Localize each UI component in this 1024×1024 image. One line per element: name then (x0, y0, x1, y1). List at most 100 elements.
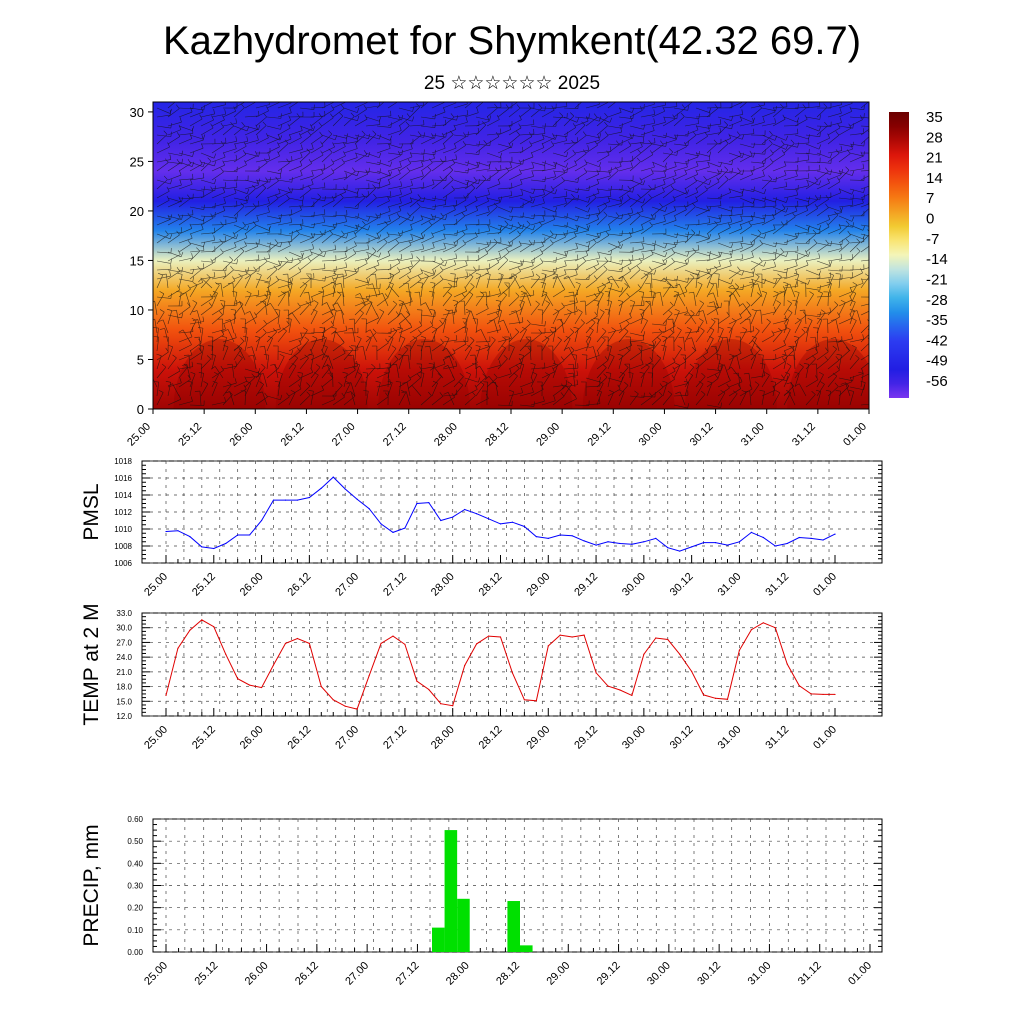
wind-barb (196, 310, 202, 325)
wind-barb (584, 301, 587, 316)
wind-barb (574, 260, 587, 271)
wind-barb (442, 352, 456, 361)
wind-barb-flag (552, 362, 558, 366)
wind-barb (684, 134, 697, 145)
wind-barb-flag (540, 258, 544, 263)
wind-barb (308, 292, 312, 307)
wind-barb (761, 143, 773, 154)
wind-barb-flag (724, 121, 729, 126)
wind-barb (431, 283, 436, 298)
wind-barb-flag (332, 223, 336, 229)
wind-barb (189, 163, 203, 172)
wind-barb (530, 125, 545, 129)
wind-barb-flag (366, 279, 369, 285)
wind-barb-flag (535, 273, 541, 278)
wind-barb (640, 114, 655, 118)
x-tick-label: 28.12 (477, 724, 505, 752)
x-tick-label: 27.12 (381, 571, 409, 599)
wind-barb-flag (484, 95, 487, 99)
wind-barb-flag (331, 195, 335, 201)
wind-barb (503, 319, 510, 334)
wind-barb (266, 243, 279, 253)
wind-barb (156, 159, 171, 163)
wind-barb-flag (277, 142, 280, 147)
wind-barb (387, 315, 400, 325)
wind-barb (695, 352, 708, 361)
wind-barb-flag (246, 225, 250, 231)
wind-barb (856, 310, 862, 325)
wind-barb (607, 269, 622, 273)
wind-barb (596, 201, 611, 208)
wind-barb-flag (604, 121, 608, 127)
wind-barb (827, 206, 842, 212)
wind-barb-flag (528, 132, 533, 137)
x-tick-label: 29.12 (572, 571, 600, 599)
wind-barb-flag (837, 177, 841, 182)
wind-barb-flag (348, 354, 354, 356)
data-point (583, 540, 585, 542)
wind-barb-flag (738, 303, 744, 307)
wind-barb (574, 224, 589, 231)
wind-barb-flag (167, 142, 170, 148)
wind-barb (420, 218, 434, 226)
wind-barb-flag (609, 117, 613, 123)
wind-barb (299, 277, 314, 280)
wind-barb (343, 170, 358, 177)
y-tick-label: 33.0 (116, 609, 132, 618)
wind-barb (508, 265, 523, 271)
wind-barb-flag (417, 282, 423, 284)
wind-barb (574, 255, 588, 262)
wind-barb-flag (674, 283, 680, 287)
wind-barb (845, 382, 851, 397)
wind-barb-flag (639, 177, 643, 183)
wind-barb (651, 143, 666, 147)
wind-barb-flag (748, 340, 753, 345)
wind-barb (596, 206, 608, 217)
wind-barb-flag (278, 188, 281, 194)
wind-barb (629, 125, 644, 130)
wind-barb (154, 319, 158, 334)
wind-barb (447, 365, 455, 379)
wind-barb (431, 124, 446, 127)
wind-barb (186, 364, 191, 379)
data-point (631, 694, 633, 697)
wind-barb (365, 105, 380, 109)
wind-barb (673, 116, 685, 127)
wind-barb (574, 125, 586, 136)
wind-barb-flag (672, 357, 676, 363)
wind-barb (266, 180, 279, 190)
wind-barb (622, 275, 631, 289)
wind-barb-flag (726, 311, 730, 317)
wind-barb-flag (642, 180, 646, 186)
wind-barb-flag (698, 381, 704, 385)
wind-barb-flag (604, 112, 608, 118)
wind-barb-flag (825, 167, 829, 172)
wind-barb-flag (172, 354, 177, 359)
wind-barb (530, 332, 543, 343)
wind-barb (332, 155, 346, 163)
wind-barb (783, 210, 798, 217)
wind-barb-flag (821, 309, 826, 313)
wind-barb-flag (603, 211, 608, 216)
wind-barb (222, 337, 227, 352)
wind-barb (255, 323, 267, 334)
wind-barb (860, 128, 869, 136)
wind-barb-flag (671, 374, 675, 380)
wind-barb (849, 310, 855, 325)
wind-barb-flag (161, 273, 167, 275)
wind-barb (398, 201, 413, 208)
wind-barb (409, 219, 423, 226)
wind-barb (156, 311, 165, 325)
wind-barb (244, 155, 258, 163)
wind-barb (794, 366, 804, 379)
wind-barb (277, 160, 292, 163)
wind-barb (563, 294, 578, 298)
wind-barb (805, 358, 816, 370)
wind-barb-flag (256, 135, 259, 141)
wind-barb (409, 134, 424, 138)
wind-barb (354, 283, 369, 289)
y-tick-label: 10 (130, 303, 144, 318)
wind-barb-flag (309, 124, 313, 129)
wind-barb-flag (180, 227, 183, 233)
wind-barb-flag (201, 135, 204, 141)
